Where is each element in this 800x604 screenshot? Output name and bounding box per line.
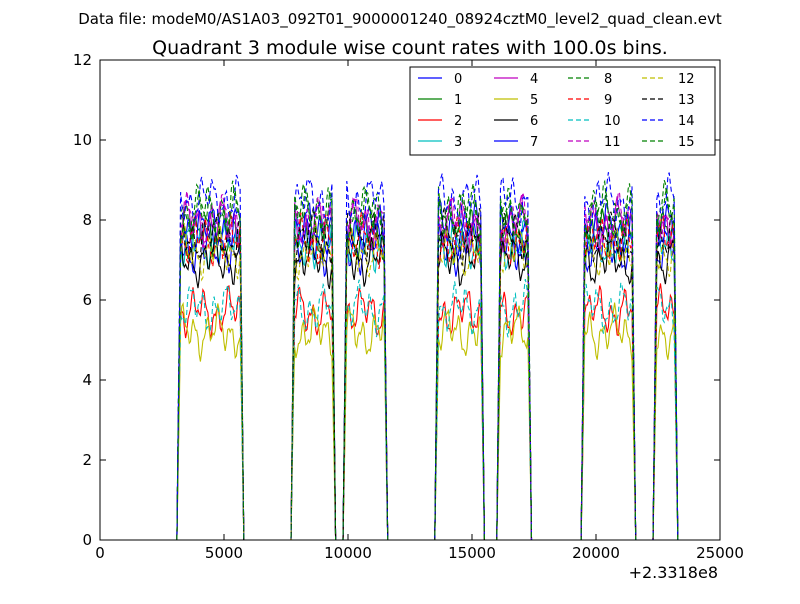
series-line-0	[169, 218, 679, 541]
series-line-9	[169, 211, 679, 541]
x-offset-label: +2.3318e8	[629, 563, 718, 582]
series-line-15	[169, 187, 679, 541]
x-tick-label: 15000	[448, 544, 496, 562]
series-line-11	[169, 190, 679, 541]
legend-label: 12	[678, 72, 695, 87]
legend-label: 7	[530, 135, 538, 150]
y-tick-label: 6	[82, 291, 92, 309]
legend-label: 6	[530, 114, 538, 129]
legend-label: 4	[530, 72, 538, 87]
series-line-10	[169, 278, 679, 541]
x-tick-label: 10000	[324, 544, 372, 562]
legend-label: 13	[678, 93, 695, 108]
x-tick-label: 25000	[696, 544, 744, 562]
series-line-2	[169, 283, 679, 541]
y-tick-label: 12	[73, 51, 92, 69]
y-tick-label: 8	[82, 211, 92, 229]
legend-label: 11	[604, 135, 621, 150]
legend-label: 8	[604, 72, 612, 87]
legend-box	[409, 66, 716, 156]
legend-label: 1	[454, 93, 462, 108]
x-tick-label: 0	[95, 544, 105, 562]
series-line-6	[169, 231, 679, 541]
y-tick-label: 4	[82, 371, 92, 389]
legend-label: 0	[454, 72, 462, 87]
legend-label: 5	[530, 93, 538, 108]
y-tick-label: 2	[82, 451, 92, 469]
series-line-3	[169, 214, 679, 541]
y-tick-label: 0	[82, 531, 92, 549]
series-line-5	[169, 301, 679, 541]
legend-label: 10	[604, 114, 621, 129]
series-line-12	[169, 222, 679, 541]
legend-label: 2	[454, 114, 462, 129]
x-tick-label: 20000	[572, 544, 620, 562]
legend-label: 3	[454, 135, 462, 150]
legend-label: 15	[678, 135, 695, 150]
legend-label: 14	[678, 114, 695, 129]
legend-label: 9	[604, 93, 612, 108]
y-tick-label: 10	[73, 131, 92, 149]
x-tick-label: 5000	[205, 544, 243, 562]
plot-lines	[169, 172, 679, 541]
chart-title: Quadrant 3 module wise count rates with …	[152, 37, 668, 59]
data-file-label: Data file: modeM0/AS1A03_092T01_90000012…	[78, 10, 722, 29]
